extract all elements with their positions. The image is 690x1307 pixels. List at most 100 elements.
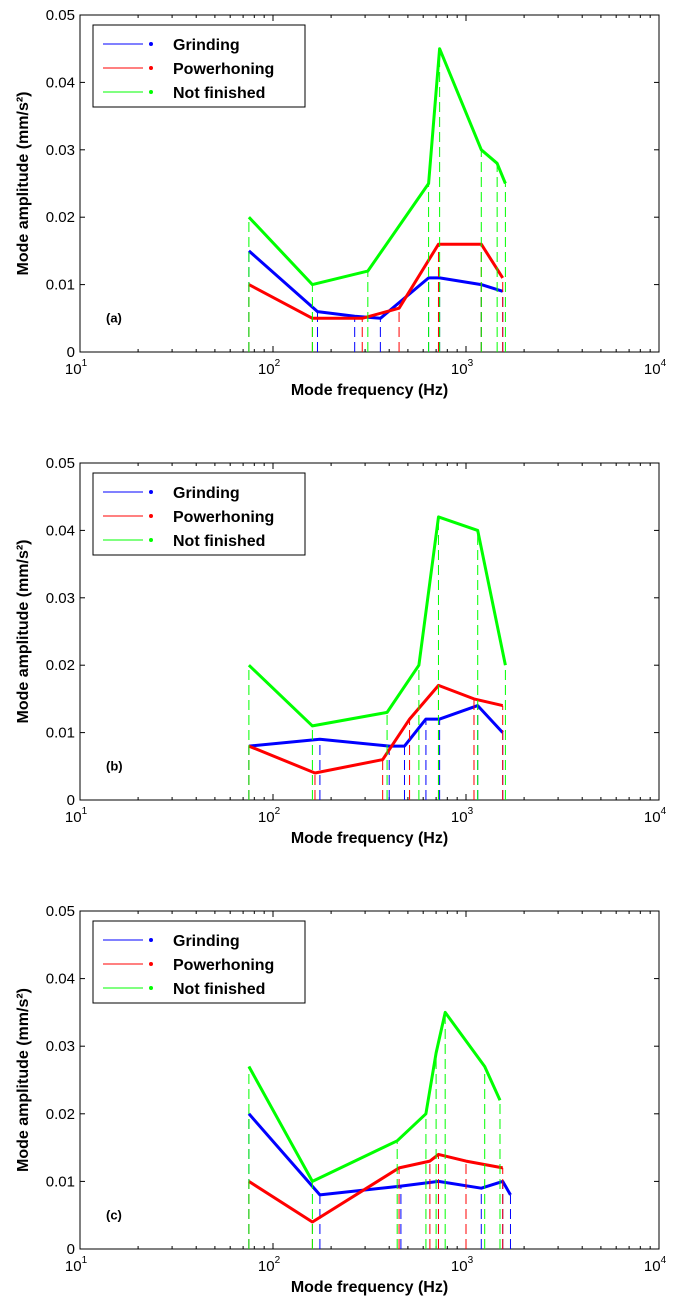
x-tick-base: 10 xyxy=(258,1258,275,1275)
x-tick-exponent: 3 xyxy=(468,1255,474,1266)
legend-label: Not finished xyxy=(173,85,265,102)
legend-marker xyxy=(149,986,153,990)
legend: Grinding Powerhoning Not finished xyxy=(92,920,306,1004)
y-tick-label: 0.04 xyxy=(46,971,75,988)
y-axis-label: Mode amplitude (mm/s²) xyxy=(15,988,32,1172)
axes-box xyxy=(79,462,660,801)
legend-label: Not finished xyxy=(173,981,265,998)
x-tick-base: 10 xyxy=(451,809,468,826)
x-tick-label: 103 xyxy=(451,1255,474,1275)
series-grinding xyxy=(247,249,504,352)
series-not-finished xyxy=(247,515,507,800)
y-tick-label: 0.05 xyxy=(46,455,75,472)
y-tick-label: 0.03 xyxy=(46,1038,75,1055)
y-tick-label: 0.02 xyxy=(46,1106,75,1123)
x-tick-base: 10 xyxy=(451,361,468,378)
x-tick-label: 104 xyxy=(644,358,667,378)
series-line xyxy=(248,704,504,748)
x-tick-exponent: 1 xyxy=(82,806,88,817)
x-tick-label: 102 xyxy=(258,806,281,826)
y-axis-label: Mode amplitude (mm/s²) xyxy=(15,539,32,723)
y-axis-label: Mode amplitude (mm/s²) xyxy=(15,91,32,275)
x-tick-exponent: 4 xyxy=(661,358,667,369)
panel-label: (b) xyxy=(106,758,123,773)
legend-label: Powerhoning xyxy=(173,509,274,526)
series-not-finished xyxy=(247,47,507,352)
x-tick-base: 10 xyxy=(65,361,82,378)
legend-marker xyxy=(149,490,153,494)
x-tick-base: 10 xyxy=(644,361,661,378)
y-tick-label: 0.04 xyxy=(46,74,75,91)
y-tick-label: 0 xyxy=(67,792,75,809)
legend-marker xyxy=(149,538,153,542)
series-line xyxy=(248,683,504,775)
series-not-finished xyxy=(247,1010,502,1249)
legend: Grinding Powerhoning Not finished xyxy=(92,472,306,556)
y-tick-label: 0.05 xyxy=(46,7,75,24)
series-line xyxy=(248,1152,503,1224)
legend-label: Powerhoning xyxy=(173,61,274,78)
x-tick-exponent: 2 xyxy=(275,358,281,369)
x-tick-label: 104 xyxy=(644,1255,667,1275)
series-line xyxy=(247,47,507,287)
x-tick-base: 10 xyxy=(65,1258,82,1275)
panel-label: (c) xyxy=(106,1207,122,1222)
x-tick-label: 103 xyxy=(451,806,474,826)
x-tick-base: 10 xyxy=(65,809,82,826)
legend-label: Grinding xyxy=(173,37,240,54)
legend: Grinding Powerhoning Not finished xyxy=(92,24,306,108)
x-tick-exponent: 3 xyxy=(468,358,474,369)
y-tick-label: 0.01 xyxy=(46,1173,75,1190)
y-tick-label: 0.02 xyxy=(46,657,75,674)
legend-label: Powerhoning xyxy=(173,957,274,974)
x-tick-label: 104 xyxy=(644,806,667,826)
x-tick-exponent: 2 xyxy=(275,806,281,817)
x-tick-label: 102 xyxy=(258,358,281,378)
x-axis-label: Mode frequency (Hz) xyxy=(291,1279,448,1296)
legend-marker xyxy=(149,66,153,70)
y-tick-label: 0.05 xyxy=(46,903,75,920)
legend-box xyxy=(92,472,306,556)
x-axis-label: Mode frequency (Hz) xyxy=(291,382,448,399)
y-tick-label: 0.01 xyxy=(46,277,75,294)
y-tick-label: 0.04 xyxy=(46,522,75,539)
series-grinding xyxy=(248,704,504,800)
x-tick-base: 10 xyxy=(644,1258,661,1275)
legend-marker xyxy=(149,514,153,518)
y-tick-label: 0.01 xyxy=(46,725,75,742)
x-tick-base: 10 xyxy=(644,809,661,826)
x-tick-exponent: 4 xyxy=(661,1255,667,1266)
legend-label: Not finished xyxy=(173,533,265,550)
x-tick-exponent: 2 xyxy=(275,1255,281,1266)
x-tick-base: 10 xyxy=(258,809,275,826)
series-line xyxy=(247,1112,512,1197)
y-tick-label: 0.03 xyxy=(46,142,75,159)
legend-marker xyxy=(149,938,153,942)
x-tick-label: 101 xyxy=(65,806,88,826)
y-tick-label: 0.03 xyxy=(46,590,75,607)
legend-box xyxy=(92,24,306,108)
y-tick-label: 0.02 xyxy=(46,209,75,226)
series-line xyxy=(247,515,507,728)
series-powerhoning xyxy=(248,1152,504,1249)
legend-marker xyxy=(149,42,153,46)
x-tick-label: 103 xyxy=(451,358,474,378)
x-tick-exponent: 1 xyxy=(82,358,88,369)
x-tick-label: 102 xyxy=(258,1255,281,1275)
axes-box xyxy=(79,910,660,1250)
x-tick-label: 101 xyxy=(65,358,88,378)
x-tick-base: 10 xyxy=(451,1258,468,1275)
axes-box xyxy=(79,14,660,353)
series-line xyxy=(247,1010,502,1183)
y-tick-label: 0 xyxy=(67,1241,75,1258)
legend-marker xyxy=(149,90,153,94)
legend-marker xyxy=(149,962,153,966)
legend-label: Grinding xyxy=(173,485,240,502)
panel-label: (a) xyxy=(106,310,122,325)
y-tick-label: 0 xyxy=(67,344,75,361)
legend-label: Grinding xyxy=(173,933,240,950)
